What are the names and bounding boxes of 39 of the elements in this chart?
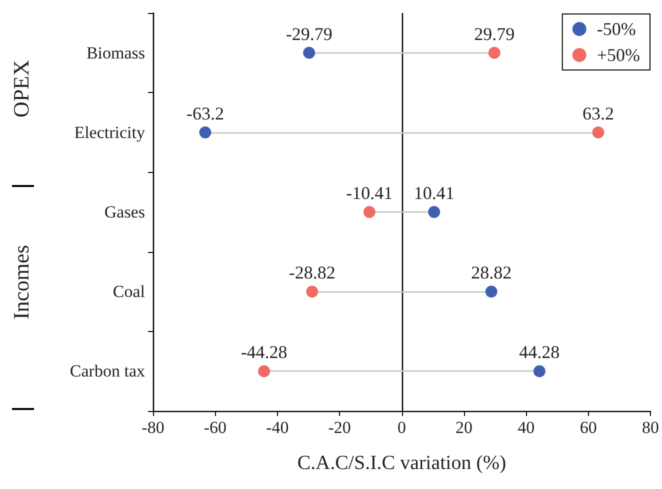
x-axis-title: C.A.C/S.I.C variation (%) (297, 452, 506, 474)
point (303, 46, 316, 59)
y-tick-label: Coal (112, 282, 146, 302)
point (485, 286, 498, 298)
y-tick-label: Biomass (86, 43, 145, 62)
data-label: 28.82 (471, 262, 512, 283)
data-label: -28.82 (288, 262, 336, 283)
x-tick-label: -80 (142, 418, 164, 437)
point (363, 206, 376, 218)
x-tick-label: 0 (398, 418, 406, 437)
x-tick-label: 20 (455, 418, 472, 437)
x-tick-label: -20 (328, 418, 351, 437)
data-label: 44.28 (519, 342, 560, 362)
data-label: -29.79 (286, 24, 332, 44)
point (258, 365, 270, 378)
point (488, 46, 500, 59)
text: OPEX (8, 60, 34, 118)
legend-label: -50% (596, 19, 636, 39)
x-tick-label: -60 (204, 418, 227, 437)
data-label: -63.2 (186, 103, 224, 124)
point (428, 206, 440, 218)
x-tick-label: 60 (580, 418, 597, 437)
data-label: 10.41 (414, 183, 454, 203)
y-tick-label: Electricity (74, 122, 146, 142)
data-label: -44.28 (240, 342, 288, 362)
point (306, 286, 318, 298)
x-tick-label: 80 (642, 418, 659, 437)
y-tick-label: Carbon tax (70, 362, 146, 381)
point (592, 126, 604, 138)
text: Incomes (8, 245, 34, 320)
data-label: 63.2 (582, 103, 614, 124)
point (199, 126, 212, 138)
data-label: -10.41 (346, 183, 393, 203)
x-tick-label: 40 (518, 418, 535, 437)
point (533, 365, 546, 378)
y-tick-label: Gases (104, 202, 145, 222)
x-tick-label: -40 (266, 418, 289, 437)
data-label: 29.79 (474, 24, 515, 44)
legend-label: +50% (596, 45, 640, 65)
